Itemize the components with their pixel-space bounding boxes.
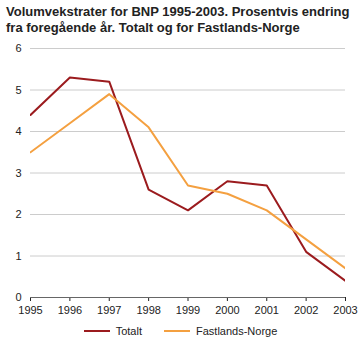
svg-text:1999: 1999 (176, 304, 200, 316)
svg-text:0: 0 (15, 291, 21, 303)
svg-text:1: 1 (15, 250, 21, 262)
svg-text:2003: 2003 (333, 304, 357, 316)
svg-text:2002: 2002 (294, 304, 318, 316)
html-text:Totalt: Totalt (115, 325, 142, 337)
svg-text:2001: 2001 (255, 304, 279, 316)
svg-text:1998: 1998 (136, 304, 160, 316)
svg-text:3: 3 (15, 167, 21, 179)
svg-text:1997: 1997 (97, 304, 121, 316)
svg-text:1996: 1996 (58, 304, 82, 316)
html-text:Volumvekstrater for BNP 1995-2: Volumvekstrater for BNP 1995-2003. Prose… (6, 4, 350, 35)
svg-text:4: 4 (15, 125, 21, 137)
svg-text:5: 5 (15, 84, 21, 96)
svg-text:6: 6 (15, 42, 21, 54)
svg-text:2: 2 (15, 208, 21, 220)
svg-text:1995: 1995 (18, 304, 42, 316)
svg-text:2000: 2000 (215, 304, 239, 316)
html-text:Fastlands-Norge: Fastlands-Norge (196, 325, 278, 337)
